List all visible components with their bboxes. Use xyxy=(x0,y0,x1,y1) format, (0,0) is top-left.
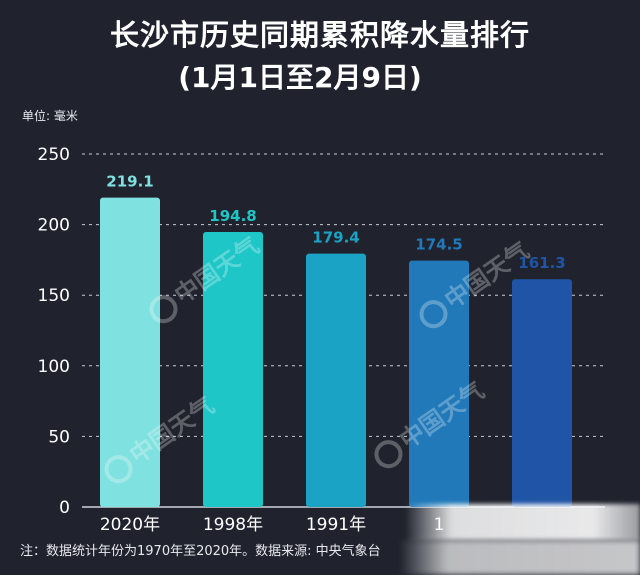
x-tick-label: 1998年 xyxy=(203,515,263,535)
x-tick-label: 1991年 xyxy=(306,515,366,535)
x-tick-label: 2020年 xyxy=(100,515,160,535)
bar xyxy=(100,197,160,507)
blurred-overlay xyxy=(400,540,640,575)
y-tick-label: 100 xyxy=(38,357,70,377)
data-label: 174.5 xyxy=(415,236,462,254)
y-tick-label: 50 xyxy=(48,427,70,447)
bar xyxy=(409,260,469,507)
chart-subtitle: (1月1日至2月9日) xyxy=(178,61,422,94)
blurred-overlay xyxy=(405,504,640,540)
y-tick-label: 250 xyxy=(38,145,70,165)
bar xyxy=(512,279,572,507)
data-label: 161.3 xyxy=(518,254,565,272)
data-label: 219.1 xyxy=(106,173,153,191)
data-label: 194.8 xyxy=(209,207,256,225)
chart-title: 长沙市历史同期累积降水量排行 xyxy=(109,18,530,52)
footnote: 注：数据统计年份为1970年至2020年。数据来源: 中央气象台 xyxy=(20,544,381,559)
y-tick-label: 150 xyxy=(38,286,70,306)
bar xyxy=(203,231,263,508)
bar xyxy=(306,253,366,507)
data-label: 179.4 xyxy=(312,229,359,247)
y-tick-label: 0 xyxy=(59,498,70,518)
unit-label: 单位: 毫米 xyxy=(22,109,78,123)
y-tick-label: 200 xyxy=(38,216,70,236)
